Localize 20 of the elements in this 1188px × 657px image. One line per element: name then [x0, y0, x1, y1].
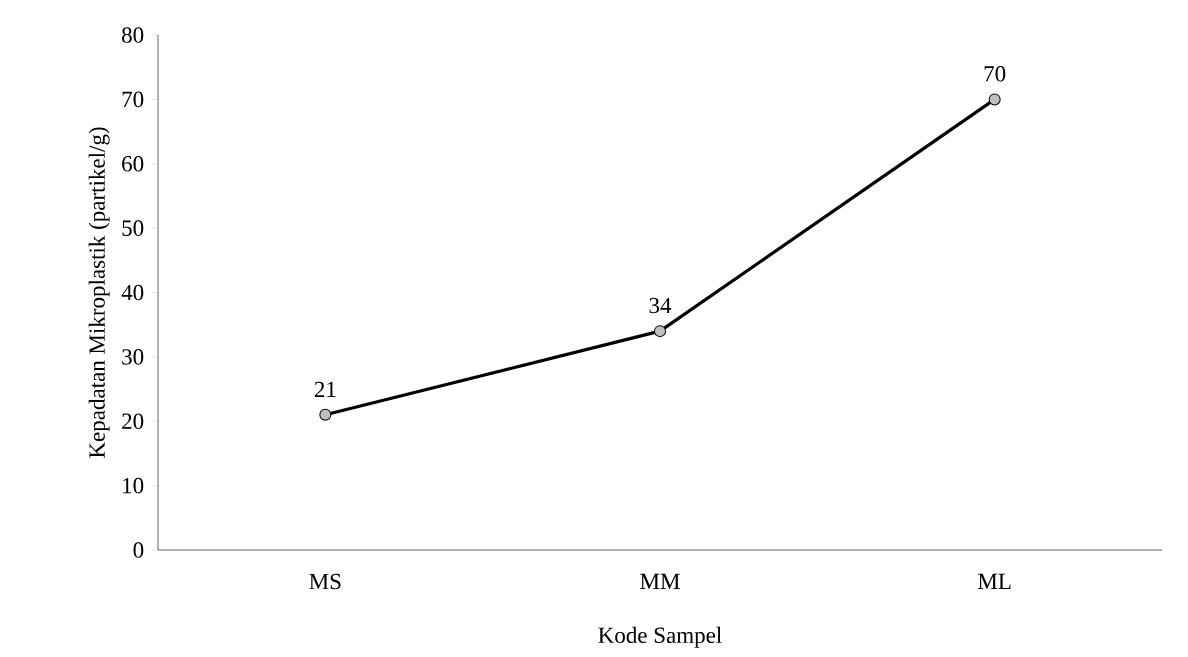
x-tick-label: MM [640, 573, 680, 589]
point [653, 325, 666, 338]
x-axis-title: Kode Sampel [598, 626, 722, 648]
point [988, 93, 1001, 106]
y-tick-label: 10 [123, 477, 144, 494]
y-tick-label: 50 [122, 220, 144, 236]
point [319, 408, 332, 421]
y-tick-label: 30 [122, 349, 144, 365]
data-label: 21 [314, 381, 336, 397]
y-tick-label: 20 [122, 413, 144, 430]
y-tick-label: 60 [122, 155, 144, 172]
y-tick-label: 70 [122, 91, 144, 108]
data-label: 34 [649, 297, 672, 314]
x-tick-label: MS [309, 573, 341, 590]
y-tick-label: 40 [121, 284, 144, 301]
y-tick-label: 80 [122, 27, 144, 43]
data-label: 70 [984, 65, 1006, 82]
y-axis-title: Kepadatan Mikroplastik (partikel/g) [88, 127, 110, 458]
x-tick-label: ML [978, 573, 1011, 589]
y-tick-label: 0 [133, 542, 144, 558]
